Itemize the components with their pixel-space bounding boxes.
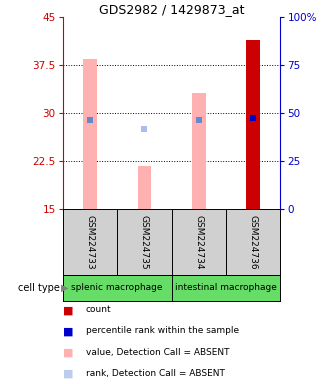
Text: splenic macrophage: splenic macrophage: [71, 283, 163, 293]
Text: count: count: [86, 305, 112, 314]
Point: [87, 117, 92, 123]
Bar: [83, 59, 97, 209]
Bar: [63, 275, 172, 301]
Text: ■: ■: [63, 348, 73, 358]
Text: rank, Detection Call = ABSENT: rank, Detection Call = ABSENT: [86, 369, 225, 377]
Text: GSM224733: GSM224733: [85, 215, 94, 269]
Text: ▶: ▶: [61, 283, 69, 293]
Point: [196, 117, 201, 123]
Text: cell type: cell type: [17, 283, 59, 293]
Bar: [172, 275, 280, 301]
Text: GSM224735: GSM224735: [140, 215, 149, 269]
Text: GSM224736: GSM224736: [249, 215, 258, 269]
Title: GDS2982 / 1429873_at: GDS2982 / 1429873_at: [99, 3, 244, 16]
Text: ■: ■: [63, 369, 73, 379]
Text: intestinal macrophage: intestinal macrophage: [175, 283, 277, 293]
Bar: [192, 93, 206, 209]
Bar: [138, 166, 151, 209]
Text: ■: ■: [63, 305, 73, 315]
Text: GSM224734: GSM224734: [194, 215, 203, 269]
Point: [251, 115, 256, 121]
Point: [142, 126, 147, 132]
Text: value, Detection Call = ABSENT: value, Detection Call = ABSENT: [86, 348, 229, 356]
Bar: [247, 40, 260, 209]
Text: ■: ■: [63, 326, 73, 336]
Text: percentile rank within the sample: percentile rank within the sample: [86, 326, 239, 335]
